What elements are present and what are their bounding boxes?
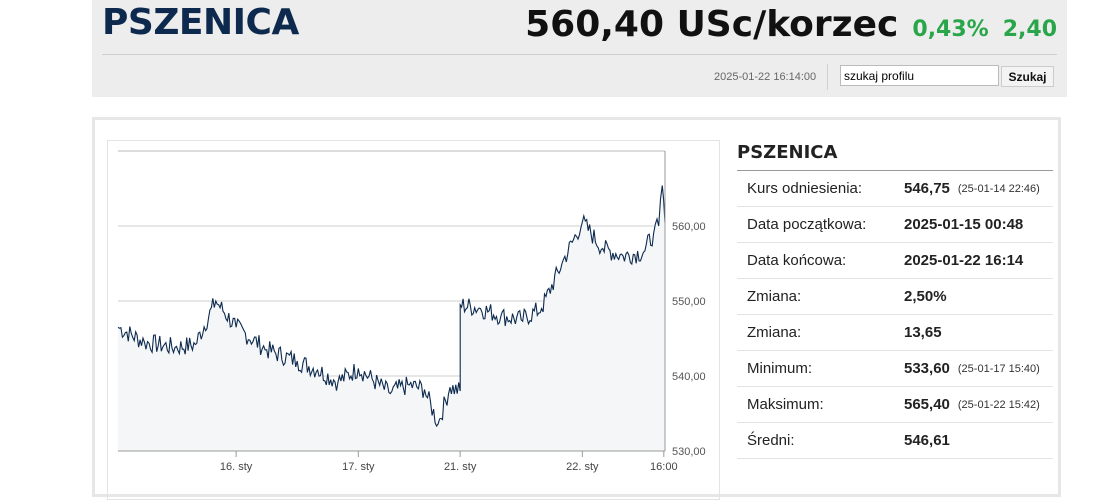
stats-value: 2025-01-15 00:48 bbox=[904, 216, 1024, 233]
instrument-name: PSZENICA bbox=[102, 2, 299, 43]
current-price: 560,40 USc/korzec bbox=[525, 4, 899, 45]
x-tick-label: 16. sty bbox=[220, 461, 253, 473]
stats-row: Maksimum: 565,40 (25-01-22 15:42) bbox=[737, 387, 1053, 423]
price-chart: 530,00 540,00 550,00 560,00 16. sty 17. sty 2… bbox=[117, 150, 706, 473]
x-tick-label: 17. sty bbox=[342, 461, 375, 473]
stats-value: 546,61 bbox=[904, 432, 950, 449]
price-area bbox=[118, 185, 665, 451]
y-tick-label: 550,00 bbox=[672, 296, 706, 308]
quote-timestamp: 2025-01-22 16:14:00 bbox=[714, 71, 817, 83]
price-block: 560,40 USc/korzec 0,43% 2,40 bbox=[525, 4, 1057, 45]
stats-value: 13,65 bbox=[904, 324, 942, 341]
stats-rows: Kurs odniesienia: 546,75 (25-01-14 22:46) D… bbox=[737, 171, 1053, 459]
y-tick-label: 560,00 bbox=[672, 221, 706, 233]
stats-row: Zmiana: 2,50% bbox=[737, 279, 1053, 315]
stats-value: 2,50% bbox=[904, 288, 947, 305]
stats-row: Zmiana: 13,65 bbox=[737, 315, 1053, 351]
stats-row: Średni: 546,61 bbox=[737, 423, 1053, 459]
stats-row: Data końcowa: 2025-01-22 16:14 bbox=[737, 243, 1053, 279]
stats-label: Kurs odniesienia: bbox=[747, 180, 863, 197]
stats-title: PSZENICA bbox=[737, 142, 1053, 171]
quote-header: PSZENICA 560,40 USc/korzec 0,43% 2,40 20… bbox=[92, 0, 1067, 97]
stats-table: PSZENICA Kurs odniesienia: 546,75 (25-01-1… bbox=[737, 142, 1053, 459]
stats-label: Średni: bbox=[747, 432, 795, 449]
search-input[interactable] bbox=[840, 65, 999, 86]
stats-label: Maksimum: bbox=[747, 396, 824, 413]
header-divider bbox=[102, 54, 1057, 55]
stats-label: Minimum: bbox=[747, 360, 813, 377]
stats-label: Data końcowa: bbox=[747, 252, 847, 269]
stats-value: 546,75 bbox=[904, 180, 950, 197]
stats-label: Zmiana: bbox=[747, 324, 802, 341]
search-button[interactable]: Szukaj bbox=[1001, 66, 1054, 87]
change-percent: 0,43% bbox=[912, 17, 989, 42]
y-tick-label: 540,00 bbox=[672, 371, 706, 383]
stats-date: (25-01-17 15:40) bbox=[957, 362, 1040, 375]
stats-row: Data początkowa: 2025-01-15 00:48 bbox=[737, 207, 1053, 243]
stats-value: 533,60 bbox=[904, 360, 950, 377]
chart-axes bbox=[118, 151, 666, 452]
stats-row: Minimum: 533,60 (25-01-17 15:40) bbox=[737, 351, 1053, 387]
stats-label: Zmiana: bbox=[747, 288, 802, 305]
x-tick-label: 22. sty bbox=[566, 461, 599, 473]
stats-value: 2025-01-22 16:14 bbox=[904, 252, 1024, 269]
x-tick-label: 21. sty bbox=[444, 461, 477, 473]
stats-row: Kurs odniesienia: 546,75 (25-01-14 22:46) bbox=[737, 171, 1053, 207]
stats-label: Data początkowa: bbox=[747, 216, 867, 233]
y-tick-label: 530,00 bbox=[672, 446, 706, 458]
vertical-separator bbox=[827, 64, 828, 90]
chart-container: 530,00 540,00 550,00 560,00 16. sty 17. sty 2… bbox=[107, 140, 720, 500]
stats-date: (25-01-14 22:46) bbox=[957, 182, 1040, 195]
change-absolute: 2,40 bbox=[1002, 17, 1057, 42]
stats-date: (25-01-22 15:42) bbox=[957, 398, 1040, 411]
x-tick-label: 16:00 bbox=[650, 461, 678, 473]
price-line bbox=[117, 185, 666, 428]
stats-value: 565,40 bbox=[904, 396, 950, 413]
y-axis-labels: 530,00 540,00 550,00 560,00 bbox=[672, 221, 706, 458]
x-axis-labels: 16. sty 17. sty 21. sty 22. sty 16:00 bbox=[220, 451, 678, 473]
